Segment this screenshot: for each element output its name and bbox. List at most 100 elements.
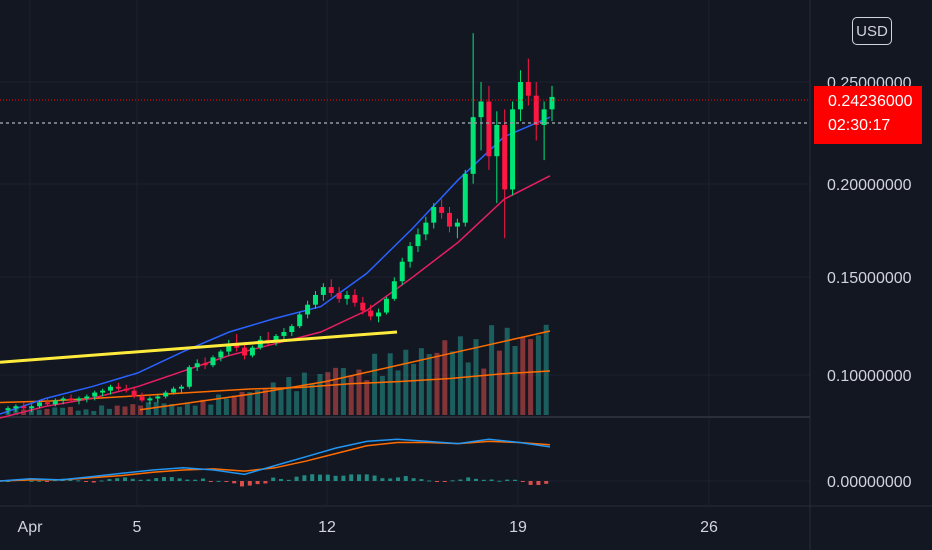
candle-body — [76, 398, 82, 401]
macd-histogram-bar — [419, 479, 424, 481]
candle-body — [462, 173, 468, 223]
macd-histogram-bar — [115, 478, 120, 481]
price-axis-label: 0.20000000 — [827, 177, 912, 194]
macd-histogram-bar — [6, 481, 10, 482]
volume-bar — [520, 336, 526, 415]
volume-bar — [387, 353, 393, 415]
macd-histogram-bar — [364, 474, 369, 481]
volume-bar — [52, 407, 58, 415]
price-axis-label: 0.10000000 — [827, 368, 912, 385]
macd-histogram-bar — [154, 478, 159, 481]
volume-bar — [442, 340, 448, 415]
macd-histogram-bar — [255, 481, 260, 485]
macd-histogram-bar — [481, 479, 486, 481]
volume-bar — [496, 350, 502, 415]
volume-bar — [169, 404, 175, 415]
last-price-value: 0.24236000 — [828, 93, 913, 110]
volume-bar — [122, 406, 128, 415]
candle-body — [21, 406, 27, 409]
volume-bar — [528, 339, 534, 415]
volume-bar — [325, 372, 331, 415]
volume-bar — [223, 398, 229, 415]
volume-bar — [465, 362, 471, 415]
candle-body — [92, 392, 98, 397]
time-axis-label: 5 — [133, 519, 142, 536]
candle-body — [399, 261, 405, 282]
macd-histogram-bar — [29, 480, 34, 482]
candle-body — [186, 367, 192, 387]
volume-bar — [278, 389, 284, 415]
volume-bar — [418, 348, 424, 415]
macd-histogram-bar — [123, 477, 127, 481]
candle-body — [273, 335, 279, 342]
candle-body — [84, 396, 90, 399]
candle-body — [423, 222, 429, 235]
macd-histogram-bar — [271, 477, 276, 481]
volume-bar — [99, 405, 105, 415]
candle-body — [139, 396, 145, 401]
volume-bar — [535, 335, 541, 415]
macd-histogram-bar — [232, 481, 237, 484]
macd-histogram-bar — [474, 478, 478, 481]
volume-bar — [75, 410, 81, 415]
candle-body — [115, 386, 121, 389]
macd-histogram-bar — [247, 481, 252, 486]
candle-body — [100, 390, 106, 393]
candle-body — [510, 109, 516, 190]
macd-histogram-bar — [294, 476, 299, 481]
macd-histogram-bar — [427, 480, 432, 482]
candle-body — [541, 109, 547, 125]
volume-bar — [395, 370, 401, 415]
macd-histogram-bar — [325, 474, 330, 481]
candle-body — [242, 347, 248, 356]
volume-bar — [91, 411, 97, 415]
volume-bar — [36, 409, 42, 415]
macd-histogram-bar — [489, 479, 494, 481]
volume-bar — [192, 405, 198, 415]
macd-histogram-bar — [76, 480, 81, 482]
macd-signal-line — [0, 440, 551, 482]
volume-bar — [177, 406, 183, 415]
volume-bar — [301, 372, 307, 415]
macd-histogram-bar — [388, 478, 393, 481]
volume-bar — [106, 408, 112, 415]
macd-histogram-bar — [341, 475, 346, 481]
candle-body — [431, 207, 437, 223]
macd-histogram-bar — [411, 478, 416, 481]
candle-body — [328, 287, 334, 293]
volume-bar — [403, 349, 409, 415]
macd-histogram-bar — [357, 474, 361, 481]
macd-histogram-bar — [403, 476, 408, 481]
volume-bar — [200, 399, 206, 415]
macd-histogram-bar — [442, 481, 447, 482]
macd-histogram-bar — [302, 475, 307, 481]
volume-bar — [340, 368, 346, 415]
candle-body — [336, 292, 342, 299]
macd-histogram-bar — [185, 479, 190, 481]
candle-body — [517, 82, 523, 110]
candle-body — [454, 222, 460, 227]
macd-histogram-bar — [466, 477, 471, 481]
macd-histogram-bar — [505, 479, 510, 481]
macd-histogram-bar — [396, 477, 400, 481]
volume-bar — [67, 406, 73, 415]
candle-body — [5, 408, 11, 411]
candle-body — [107, 386, 113, 391]
candle-body — [549, 96, 555, 110]
volume-bar — [216, 394, 222, 415]
candle-body — [52, 400, 58, 405]
macd-histogram-bar — [310, 474, 315, 481]
candle-body — [68, 398, 74, 401]
volume-bar — [255, 390, 261, 415]
volume-bar — [450, 351, 456, 415]
candle-body — [415, 234, 421, 247]
candle-body — [447, 212, 453, 227]
currency-button[interactable]: USD — [852, 17, 892, 45]
macd-histogram-bar — [224, 481, 229, 482]
macd-histogram-bar — [544, 481, 549, 484]
macd-histogram-bar — [349, 474, 354, 481]
volume-bar — [356, 369, 362, 415]
candle-body — [210, 357, 216, 366]
macd-histogram-bar — [528, 481, 533, 485]
